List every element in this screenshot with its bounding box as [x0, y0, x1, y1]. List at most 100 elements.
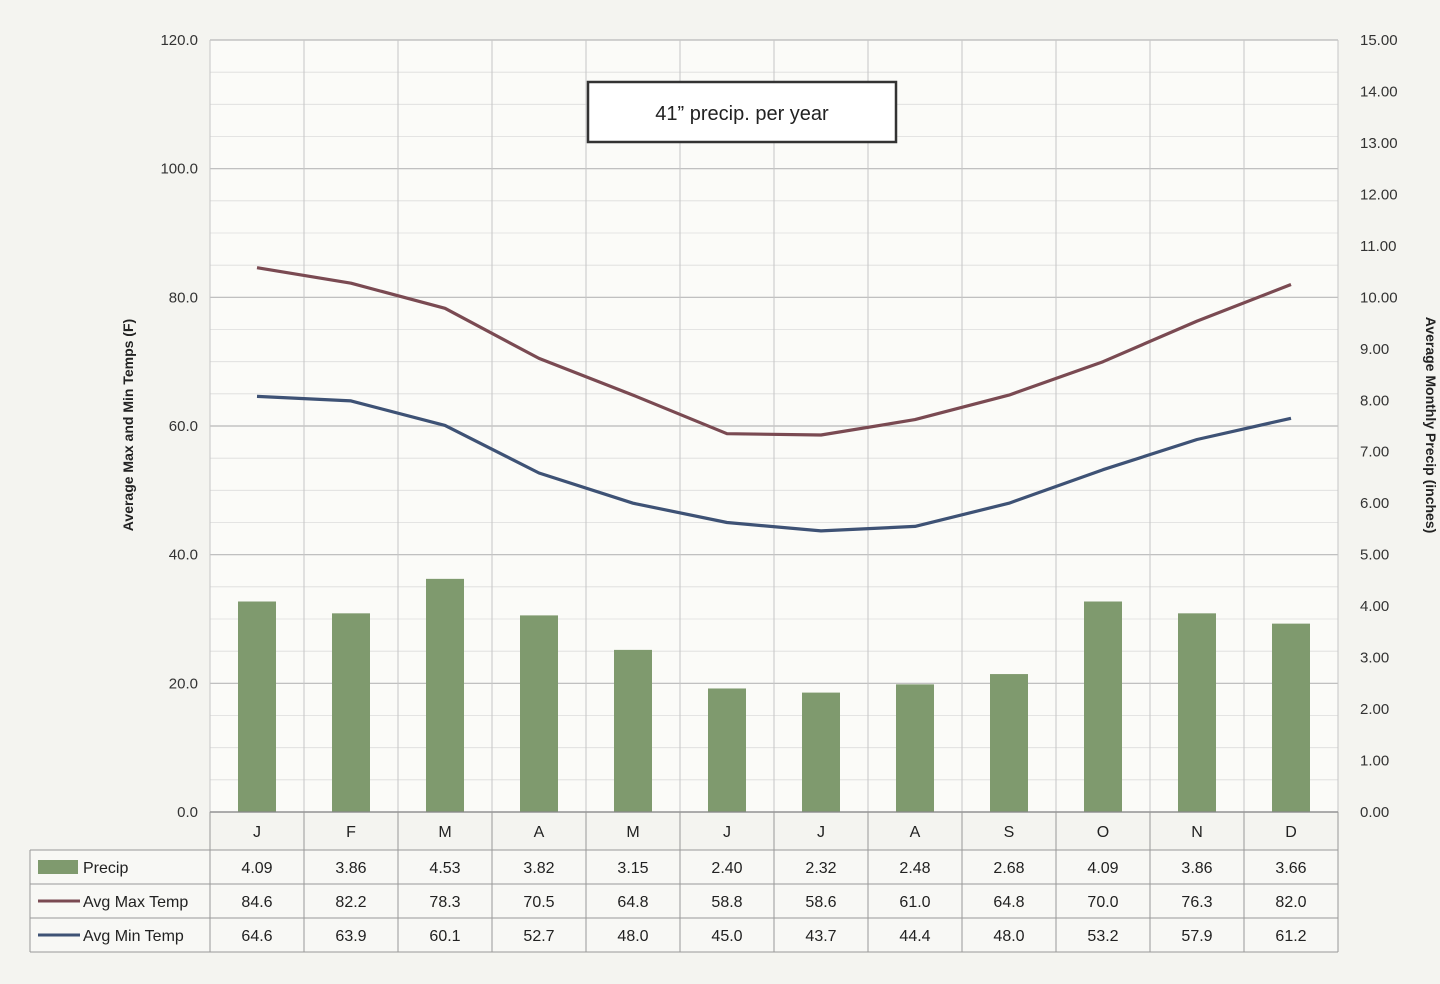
y-right-tick-label: 15.00: [1360, 32, 1398, 49]
legend-swatch-precip: [38, 860, 78, 874]
table-cell-value: 76.3: [1181, 894, 1212, 911]
precip-bar: [990, 674, 1028, 812]
x-tick-label: N: [1191, 824, 1203, 841]
legend-label: Avg Max Temp: [83, 894, 188, 911]
precip-bar: [1272, 623, 1310, 812]
temp-lines: [256, 266, 1292, 533]
y-left-tick-label: 80.0: [169, 289, 198, 306]
x-tick-label: F: [346, 824, 356, 841]
x-tick-label: A: [534, 824, 545, 841]
y-right-tick-label: 11.00: [1360, 238, 1396, 255]
precip-bar: [802, 692, 840, 812]
table-cell-value: 4.53: [429, 860, 460, 877]
y-left-tick-label: 20.0: [169, 675, 198, 692]
table-cell-value: 60.1: [429, 928, 460, 945]
y-left-tick-label: 100.0: [160, 161, 198, 178]
avg-max-temp-line: [256, 266, 1292, 437]
legend-label: Precip: [83, 860, 128, 877]
table-cell-value: 4.09: [1087, 860, 1118, 877]
table-cell-value: 2.32: [805, 860, 836, 877]
table-cell-value: 58.6: [805, 894, 836, 911]
y-right-axis-title: Average Monthly Precip (inches): [1423, 317, 1439, 534]
table-cell-value: 48.0: [617, 928, 648, 945]
table-cell-value: 58.8: [711, 894, 742, 911]
y-right-tick-label: 9.00: [1360, 341, 1389, 358]
y-right-tick-label: 1.00: [1360, 753, 1389, 770]
precip-bar: [332, 613, 370, 812]
table-cell-value: 3.86: [335, 860, 366, 877]
x-tick-label: J: [253, 824, 261, 841]
x-tick-label: A: [910, 824, 921, 841]
x-tick-label: O: [1097, 824, 1109, 841]
y-left-tick-label: 120.0: [160, 32, 198, 49]
table-cell-value: 82.0: [1275, 894, 1306, 911]
precip-bar: [520, 615, 558, 812]
table-cell-value: 78.3: [429, 894, 460, 911]
table-cell-value: 3.86: [1181, 860, 1212, 877]
y-left-tick-label: 0.0: [177, 804, 198, 821]
y-right-tick-label: 7.00: [1360, 444, 1389, 461]
x-tick-label: J: [723, 824, 731, 841]
table-cell-value: 53.2: [1087, 928, 1118, 945]
precip-bar: [708, 688, 746, 812]
data-table: J F M A M J J A S O N D Precip 4.09 3.86 4.53 3.82 3.15 2.…: [29, 811, 1339, 953]
annotation-text: 41” precip. per year: [655, 103, 829, 125]
table-cell-value: 57.9: [1181, 928, 1212, 945]
y-right-tick-label: 14.00: [1360, 83, 1398, 100]
table-cell-value: 43.7: [805, 928, 836, 945]
table-cell-value: 61.0: [899, 894, 930, 911]
table-cell-value: 2.48: [899, 860, 930, 877]
x-tick-label: M: [626, 824, 639, 841]
table-cell-value: 3.82: [523, 860, 554, 877]
precip-bars: [238, 578, 1310, 812]
table-cell-value: 44.4: [899, 928, 930, 945]
y-left-axis-title: Average Max and Min Temps (F): [120, 319, 136, 531]
precip-bar: [238, 601, 276, 812]
table-cell-value: 64.8: [993, 894, 1024, 911]
precip-bar: [1178, 613, 1216, 812]
table-cell-value: 4.09: [241, 860, 272, 877]
table-cell-value: 70.0: [1087, 894, 1118, 911]
grid: [209, 39, 1339, 813]
x-tick-label: J: [817, 824, 825, 841]
y-right-tick-label: 10.00: [1360, 289, 1398, 306]
axes: 0.0 20.0 40.0 60.0 80.0 100.0 120.0 0.00 1.00 2.0…: [160, 32, 1397, 821]
table-cell-value: 3.15: [617, 860, 648, 877]
table-cell-value: 64.8: [617, 894, 648, 911]
table-cell-value: 52.7: [523, 928, 554, 945]
table-cell-value: 2.40: [711, 860, 742, 877]
precip-bar: [426, 578, 464, 812]
table-cell-value: 48.0: [993, 928, 1024, 945]
avg-min-temp-line: [256, 394, 1292, 533]
table-body: [30, 850, 1338, 952]
y-right-tick-label: 2.00: [1360, 701, 1389, 718]
precip-bar: [1084, 601, 1122, 812]
y-right-tick-label: 12.00: [1360, 186, 1398, 203]
table-cell-value: 2.68: [993, 860, 1024, 877]
table-cell-value: 84.6: [241, 894, 272, 911]
y-right-tick-label: 6.00: [1360, 495, 1389, 512]
y-right-tick-label: 13.00: [1360, 135, 1398, 152]
y-left-tick-label: 60.0: [169, 418, 198, 435]
table-cell-value: 63.9: [335, 928, 366, 945]
table-cell-value: 45.0: [711, 928, 742, 945]
x-tick-label: M: [438, 824, 451, 841]
y-right-tick-label: 4.00: [1360, 598, 1389, 615]
precip-bar: [896, 684, 934, 812]
y-right-tick-label: 3.00: [1360, 650, 1389, 667]
table-cell-value: 70.5: [523, 894, 554, 911]
table-cell-value: 61.2: [1275, 928, 1306, 945]
y-right-tick-label: 0.00: [1360, 804, 1389, 821]
legend-label: Avg Min Temp: [83, 928, 184, 945]
table-cell-value: 3.66: [1275, 860, 1306, 877]
y-right-tick-label: 8.00: [1360, 392, 1389, 409]
precip-bar: [614, 649, 652, 812]
x-tick-label: D: [1285, 824, 1297, 841]
annotation-box: 41” precip. per year: [586, 80, 898, 144]
x-tick-label: S: [1004, 824, 1015, 841]
table-cell-value: 82.2: [335, 894, 366, 911]
table-cell-value: 64.6: [241, 928, 272, 945]
y-right-tick-label: 5.00: [1360, 547, 1389, 564]
y-left-tick-label: 40.0: [169, 547, 198, 564]
